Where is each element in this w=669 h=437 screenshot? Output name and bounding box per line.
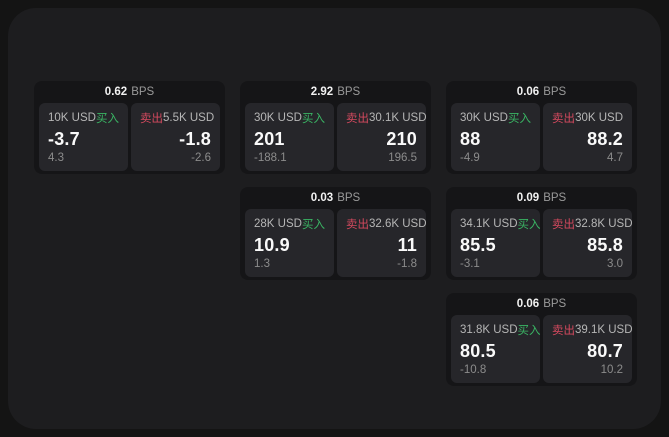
quote-body: 28K USD 买入 10.9 1.3 卖出 32.6K USD 11 -1.8 (240, 209, 431, 280)
bps-unit-label: BPS (337, 192, 361, 204)
buy-delta: -188.1 (254, 151, 287, 164)
sell-side-label: 卖出 (552, 113, 575, 125)
bps-header: 0.03 BPS (240, 187, 431, 209)
bps-value: 0.06 (516, 298, 540, 310)
sell-delta: 3.0 (607, 257, 623, 270)
bps-unit-label: BPS (337, 86, 361, 98)
bps-header: 0.09 BPS (446, 187, 637, 209)
buy-side-label: 买入 (508, 113, 531, 125)
bps-header: 2.92 BPS (240, 81, 431, 103)
sell-price: 88.2 (587, 129, 623, 150)
sell-price: 80.7 (587, 341, 623, 362)
sell-quote-tile[interactable]: 卖出 39.1K USD 80.7 10.2 (543, 315, 633, 383)
buy-price: 88 (460, 129, 481, 150)
sell-amount: 30.1K USD (369, 112, 427, 124)
sell-side-label: 卖出 (140, 113, 163, 125)
buy-quote-tile[interactable]: 28K USD 买入 10.9 1.3 (245, 209, 334, 277)
bps-unit-label: BPS (131, 86, 155, 98)
buy-delta: -10.8 (460, 363, 487, 376)
buy-amount: 28K USD (254, 218, 302, 230)
quote-card-2: 2.92 BPS 30K USD 买入 201 -188.1 卖出 (240, 81, 431, 174)
buy-delta: -4.9 (460, 151, 480, 164)
quotes-panel: 0.62 BPS 10K USD 买入 -3.7 4.3 卖出 (8, 8, 661, 429)
buy-side-label: 买入 (96, 113, 119, 125)
bps-unit-label: BPS (543, 298, 567, 310)
buy-delta: 1.3 (254, 257, 270, 270)
bps-header: 0.62 BPS (34, 81, 225, 103)
buy-delta: -3.1 (460, 257, 480, 270)
quote-card-5: 0.09 BPS 34.1K USD 买入 85.5 -3.1 卖出 (446, 187, 637, 280)
sell-price: 85.8 (587, 235, 623, 256)
sell-amount: 5.5K USD (163, 112, 215, 124)
sell-price: 11 (397, 235, 417, 256)
quote-card-3: 0.06 BPS 30K USD 买入 88 -4.9 卖出 (446, 81, 637, 174)
buy-amount: 30K USD (460, 112, 508, 124)
sell-delta: 10.2 (600, 363, 623, 376)
buy-quote-tile[interactable]: 30K USD 买入 201 -188.1 (245, 103, 334, 171)
quote-body: 30K USD 买入 201 -188.1 卖出 30.1K USD 210 1… (240, 103, 431, 174)
sell-side-label: 卖出 (552, 325, 575, 337)
buy-price: 80.5 (460, 341, 496, 362)
buy-price: -3.7 (48, 129, 80, 150)
buy-side-label: 买入 (302, 219, 325, 231)
sell-quote-tile[interactable]: 卖出 30K USD 88.2 4.7 (543, 103, 632, 171)
buy-amount: 31.8K USD (460, 324, 518, 336)
sell-quote-tile[interactable]: 卖出 30.1K USD 210 196.5 (337, 103, 427, 171)
bps-value: 0.62 (104, 86, 128, 98)
bps-header: 0.06 BPS (446, 293, 637, 315)
bps-header: 0.06 BPS (446, 81, 637, 103)
sell-side-label: 卖出 (552, 219, 575, 231)
buy-amount: 34.1K USD (460, 218, 518, 230)
buy-side-label: 买入 (302, 113, 325, 125)
buy-quote-tile[interactable]: 30K USD 买入 88 -4.9 (451, 103, 540, 171)
buy-quote-tile[interactable]: 34.1K USD 买入 85.5 -3.1 (451, 209, 541, 277)
sell-quote-tile[interactable]: 卖出 5.5K USD -1.8 -2.6 (131, 103, 220, 171)
buy-side-label: 买入 (517, 219, 541, 231)
quote-body: 31.8K USD 买入 80.5 -10.8 卖出 39.1K USD 80.… (446, 315, 637, 386)
sell-side-label: 卖出 (346, 113, 369, 125)
sell-side-label: 卖出 (346, 219, 369, 231)
sell-delta: -2.6 (191, 151, 211, 164)
bps-value: 0.09 (516, 192, 540, 204)
sell-delta: 196.5 (388, 151, 417, 164)
buy-quote-tile[interactable]: 31.8K USD 买入 80.5 -10.8 (451, 315, 541, 383)
buy-amount: 30K USD (254, 112, 302, 124)
buy-price: 201 (254, 129, 285, 150)
buy-quote-tile[interactable]: 10K USD 买入 -3.7 4.3 (39, 103, 128, 171)
bps-value: 0.03 (310, 192, 334, 204)
quote-body: 34.1K USD 买入 85.5 -3.1 卖出 32.8K USD 85.8… (446, 209, 637, 280)
quote-card-1: 0.62 BPS 10K USD 买入 -3.7 4.3 卖出 (34, 81, 225, 174)
buy-delta: 4.3 (48, 151, 64, 164)
buy-price: 85.5 (460, 235, 496, 256)
bps-unit-label: BPS (543, 86, 567, 98)
quote-card-6: 0.06 BPS 31.8K USD 买入 80.5 -10.8 卖 (446, 293, 637, 386)
sell-quote-tile[interactable]: 卖出 32.6K USD 11 -1.8 (337, 209, 427, 277)
sell-delta: 4.7 (607, 151, 623, 164)
sell-amount: 30K USD (575, 112, 623, 124)
quote-card-4: 0.03 BPS 28K USD 买入 10.9 1.3 卖出 (240, 187, 431, 280)
buy-side-label: 买入 (517, 325, 541, 337)
sell-price: -1.8 (179, 129, 211, 150)
sell-amount: 39.1K USD (575, 324, 633, 336)
quote-grid: 0.62 BPS 10K USD 买入 -3.7 4.3 卖出 (34, 81, 637, 386)
sell-quote-tile[interactable]: 卖出 32.8K USD 85.8 3.0 (543, 209, 633, 277)
buy-price: 10.9 (254, 235, 290, 256)
sell-delta: -1.8 (397, 257, 417, 270)
sell-price: 210 (386, 129, 417, 150)
bps-value: 0.06 (516, 86, 540, 98)
quote-body: 30K USD 买入 88 -4.9 卖出 30K USD 88.2 4.7 (446, 103, 637, 174)
buy-amount: 10K USD (48, 112, 96, 124)
sell-amount: 32.8K USD (575, 218, 633, 230)
sell-amount: 32.6K USD (369, 218, 427, 230)
bps-value: 2.92 (310, 86, 334, 98)
bps-unit-label: BPS (543, 192, 567, 204)
quote-body: 10K USD 买入 -3.7 4.3 卖出 5.5K USD -1.8 -2.… (34, 103, 225, 174)
